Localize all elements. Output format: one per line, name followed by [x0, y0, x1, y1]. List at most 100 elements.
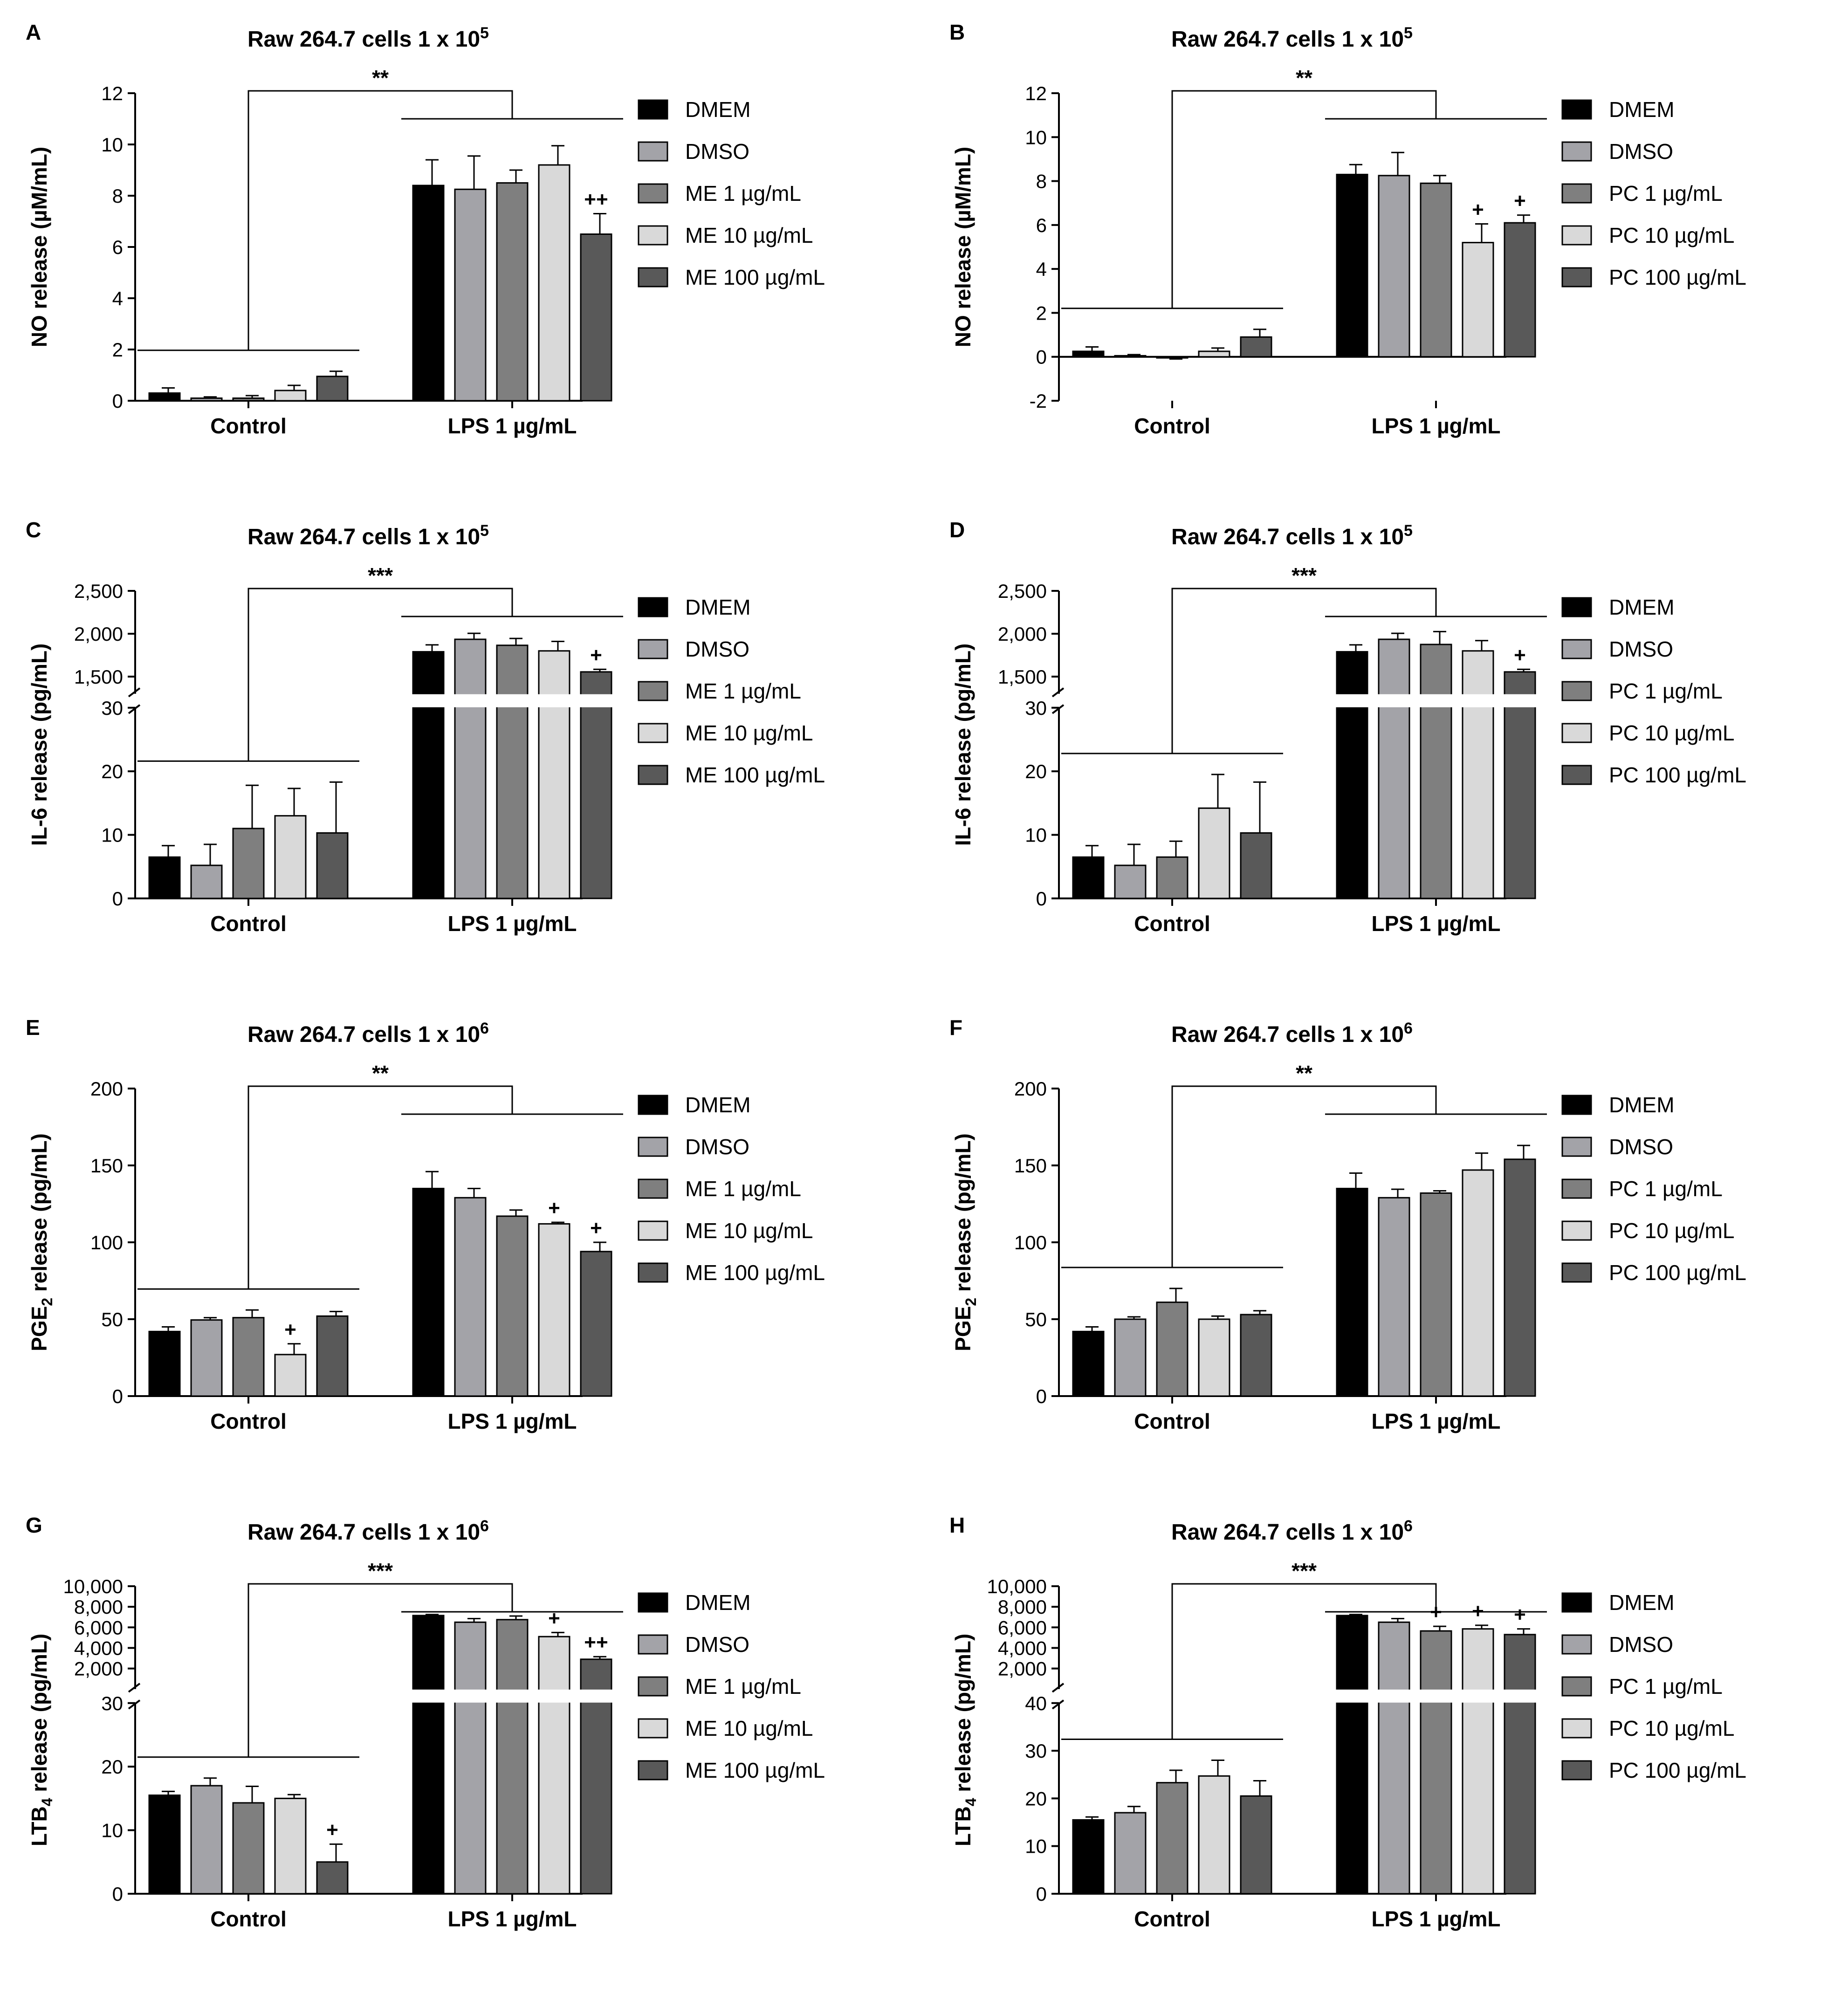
- legend-label: ME 10 µg/mL: [685, 721, 813, 745]
- group-label: Control: [210, 414, 287, 438]
- bar: [274, 390, 307, 402]
- legend-label: ME 100 µg/mL: [685, 763, 825, 787]
- y-tick-label: 10: [1025, 126, 1047, 148]
- chart-title: Raw 264.7 cells 1 x 105: [247, 24, 489, 52]
- legend-swatch: [638, 1634, 668, 1655]
- y-tick-label: 10: [1025, 1835, 1047, 1857]
- bar: [1420, 1192, 1452, 1397]
- bar: [1240, 1795, 1272, 1895]
- significance-mark: +: [548, 1197, 560, 1219]
- ylabel-text: LTB: [951, 1806, 975, 1846]
- legend-swatch: [638, 1760, 668, 1781]
- comparison-bracket: [1171, 1085, 1437, 1267]
- bar: [1198, 1775, 1230, 1895]
- ylabel-text: IL-6 release (pg/mL): [951, 644, 975, 846]
- axis-break-mark: [1051, 1683, 1065, 1693]
- legend-label: ME 1 µg/mL: [685, 1177, 801, 1201]
- panel-letter: E: [26, 1015, 40, 1040]
- title-text: Raw 264.7 cells 1 x 10: [1171, 27, 1404, 52]
- legend-label: ME 10 µg/mL: [685, 223, 813, 247]
- y-tick-label: 100: [1014, 1232, 1047, 1253]
- comparison-bracket: [1171, 588, 1437, 754]
- legend-label: PC 100 µg/mL: [1609, 1758, 1746, 1782]
- title-text: Raw 264.7 cells 1 x 10: [247, 525, 480, 549]
- y-tick-label: 0: [1036, 1385, 1047, 1407]
- ylabel-text: NO release (µM/mL): [951, 147, 975, 347]
- title-superscript: 5: [1404, 522, 1413, 540]
- y-tick-label: 0: [112, 888, 123, 910]
- bar: [496, 644, 529, 899]
- legend-label: PC 10 µg/mL: [1609, 721, 1734, 745]
- legend-swatch: [1561, 597, 1592, 617]
- significance-mark: +: [284, 1318, 296, 1341]
- bar-break-gap: [495, 1689, 529, 1703]
- legend-label: PC 100 µg/mL: [1609, 1260, 1746, 1285]
- group-label: LPS 1 µg/mL: [448, 1907, 577, 1931]
- panel-letter: B: [949, 20, 965, 44]
- significance-stars: **: [1296, 66, 1312, 90]
- bar: [538, 1223, 570, 1397]
- bar: [316, 376, 349, 402]
- y-axis-label: LTB4 release (pg/mL): [951, 1634, 979, 1847]
- bar-break-gap: [495, 694, 529, 707]
- significance-mark: +: [548, 1607, 560, 1630]
- legend-label: ME 1 µg/mL: [685, 181, 801, 205]
- legend-label: PC 10 µg/mL: [1609, 223, 1734, 247]
- ylabel-rest: release (pg/mL): [27, 1133, 51, 1298]
- bar: [190, 397, 223, 402]
- legend-swatch: [638, 225, 668, 246]
- bar: [1462, 242, 1494, 358]
- bar: [1504, 1634, 1536, 1895]
- legend-swatch: [638, 1262, 668, 1283]
- bar: [412, 1615, 445, 1895]
- y-tick-label: 2,000: [74, 623, 123, 645]
- chart-title: Raw 264.7 cells 1 x 106: [247, 1517, 489, 1545]
- bar: [1156, 856, 1188, 899]
- bar-break-gap: [453, 694, 488, 707]
- significance-mark: +: [590, 644, 602, 666]
- bar-break-gap: [579, 694, 613, 707]
- y-tick-label: 2,000: [998, 1658, 1047, 1680]
- legend-label: DMEM: [1609, 97, 1675, 122]
- bar: [190, 864, 223, 899]
- y-tick-label: 0: [112, 390, 123, 412]
- title-superscript: 5: [1404, 24, 1413, 42]
- group-label: Control: [1134, 1907, 1210, 1931]
- legend-swatch: [638, 723, 668, 743]
- legend-label: DMSO: [685, 139, 749, 164]
- panel-d: D Raw 264.7 cells 1 x 105 IL-6 release (pg…: [924, 498, 1848, 995]
- panel-c: C Raw 264.7 cells 1 x 105 IL-6 release (pg…: [0, 498, 924, 995]
- y-tick-label: 20: [1025, 760, 1047, 782]
- axis-break-mark: [128, 704, 141, 714]
- bar: [274, 1797, 307, 1895]
- legend-label: DMSO: [1609, 1135, 1673, 1159]
- legend-swatch: [1561, 765, 1592, 785]
- y-tick-label: 12: [1025, 82, 1047, 104]
- legend-swatch: [1561, 183, 1592, 204]
- bar: [1336, 651, 1368, 899]
- y-tick-label: 2,000: [74, 1658, 123, 1680]
- y-tick-label: 30: [101, 1692, 123, 1714]
- bar: [1378, 175, 1410, 358]
- y-tick-label: 0: [1036, 888, 1047, 910]
- ylabel-text: LTB: [27, 1806, 51, 1846]
- panel-g: G Raw 264.7 cells 1 x 106 LTB4 release (pg…: [0, 1493, 924, 1991]
- panel-b: B Raw 264.7 cells 1 x 105 NO release (µM/m…: [924, 0, 1848, 498]
- bar: [148, 392, 181, 402]
- comparison-bracket: [247, 90, 513, 350]
- title-superscript: 5: [480, 522, 489, 540]
- bar: [496, 1215, 529, 1397]
- legend-swatch: [638, 1718, 668, 1739]
- panel-letter: F: [949, 1015, 962, 1040]
- bar: [538, 1636, 570, 1895]
- y-tick-label: 150: [90, 1155, 123, 1177]
- bar: [1420, 1630, 1452, 1895]
- y-tick-label: 50: [1025, 1308, 1047, 1330]
- bar: [1072, 856, 1105, 899]
- panel-letter: A: [26, 20, 41, 44]
- y-tick-label: 12: [101, 82, 123, 104]
- bar: [454, 1197, 487, 1397]
- bar: [148, 1330, 181, 1397]
- bar: [412, 651, 445, 899]
- legend-label: ME 10 µg/mL: [685, 1716, 813, 1740]
